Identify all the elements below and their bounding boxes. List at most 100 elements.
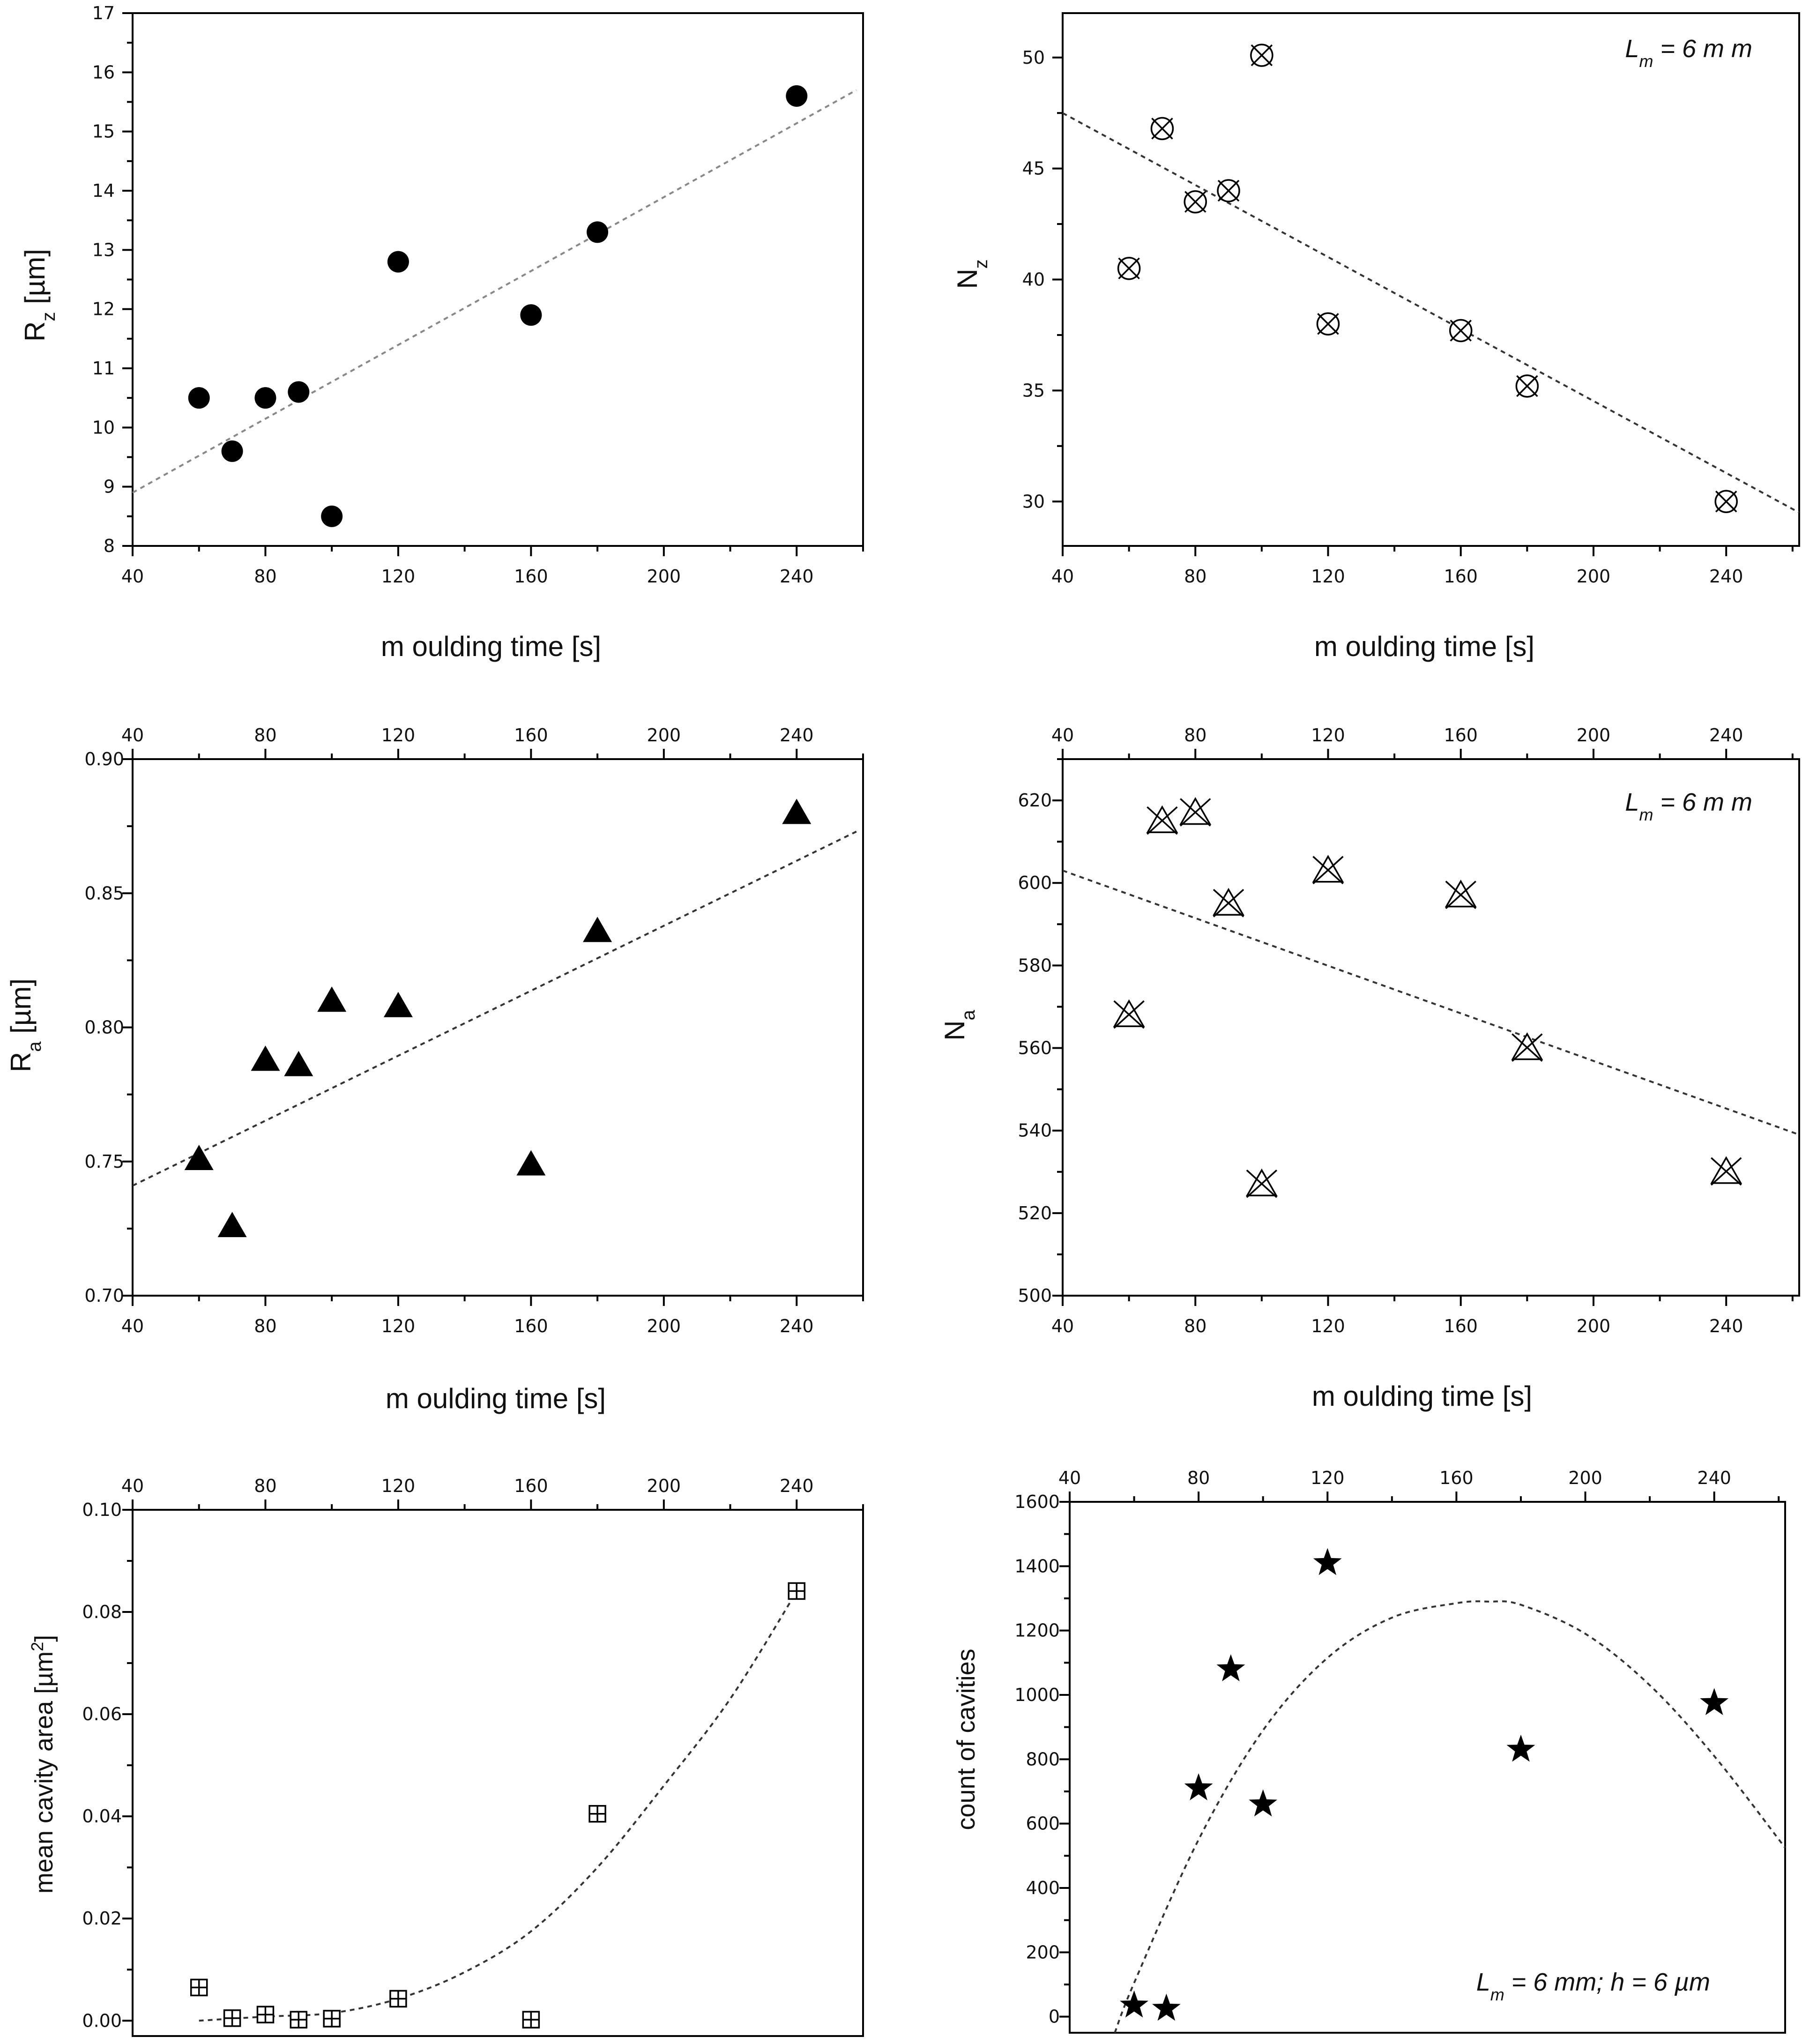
triangle-mark bbox=[516, 1150, 546, 1176]
na-x-tick-label: 240 bbox=[1709, 725, 1743, 746]
rz-y-tick-label: 16 bbox=[92, 62, 115, 82]
ra-data-point bbox=[217, 1212, 247, 1238]
rz-y-tick-label: 17 bbox=[92, 3, 115, 23]
cross-stroke bbox=[1312, 856, 1344, 885]
ra-x-tick-label: 120 bbox=[381, 725, 416, 746]
count-y-tick-label: 800 bbox=[1026, 1749, 1060, 1769]
rz-data-point bbox=[786, 85, 808, 107]
cross-stroke bbox=[1213, 888, 1244, 918]
rz-fit-line bbox=[132, 89, 857, 494]
count-y-tick-label: 400 bbox=[1026, 1878, 1060, 1898]
na-data-point bbox=[1511, 1032, 1543, 1062]
cross-stroke bbox=[1715, 491, 1737, 513]
na-data-point bbox=[1213, 888, 1245, 918]
area-data-point bbox=[223, 2009, 241, 2027]
rz-y-tick-label: 8 bbox=[104, 536, 115, 556]
ra-plot-frame bbox=[132, 758, 864, 1297]
circle-mark bbox=[520, 304, 542, 326]
na-y-tick-label: 560 bbox=[1018, 1038, 1052, 1059]
na-x-tick-label: 120 bbox=[1311, 1316, 1345, 1336]
count-y-tick-label: 600 bbox=[1026, 1813, 1060, 1834]
cross-stroke bbox=[1113, 1000, 1145, 1029]
panel-mean-cavity-area: mean cavity area [µm2] 40 80 120 160 200 240 0… bbox=[28, 1476, 864, 2037]
na-y-tick-label: 620 bbox=[1018, 790, 1052, 811]
na-data-point bbox=[1146, 805, 1178, 835]
panel-nz: m oulding time [s] Nz Lm = 6 m m 40 80 120… bbox=[952, 12, 1800, 662]
count-data-point bbox=[1152, 1993, 1181, 2021]
count-fit-line bbox=[1114, 1600, 1786, 2033]
cross-stroke bbox=[1180, 798, 1211, 827]
rz-data-point bbox=[387, 251, 409, 273]
nz-ylabel: Nz bbox=[952, 259, 991, 289]
panel-count-of-cavities: count of cavities Lm = 6 mm; h = 6 µm 40… bbox=[952, 1468, 1786, 2034]
nz-data-point bbox=[1184, 190, 1207, 214]
area-x-tick-label: 80 bbox=[254, 1476, 276, 1496]
count-data-point bbox=[1249, 1789, 1278, 1817]
ra-x-tick-label: 240 bbox=[780, 725, 814, 746]
area-y-tick-label: 0.10 bbox=[82, 1499, 122, 1520]
triangle-mark bbox=[583, 917, 612, 942]
ra-xlabel: m oulding time [s] bbox=[386, 1383, 606, 1414]
rz-y-tick-label: 14 bbox=[92, 180, 115, 201]
triangle-mark bbox=[317, 986, 347, 1012]
count-data-point bbox=[1506, 1734, 1535, 1762]
count-plot-frame bbox=[1069, 1501, 1786, 2034]
star-mark bbox=[1216, 1654, 1245, 1681]
nz-data-point bbox=[1250, 44, 1273, 67]
count-y-tick-label: 1000 bbox=[1014, 1685, 1060, 1705]
nz-annotation: Lm = 6 m m bbox=[1625, 35, 1752, 71]
triangle-mark bbox=[184, 1145, 214, 1171]
circle-mark bbox=[387, 251, 409, 273]
cross-stroke bbox=[1512, 1033, 1543, 1062]
ra-data-point bbox=[284, 1051, 313, 1076]
triangle-mark bbox=[251, 1045, 280, 1071]
triangle-mark bbox=[217, 1212, 247, 1238]
cross-stroke bbox=[1217, 179, 1240, 202]
star-mark bbox=[1700, 1688, 1729, 1716]
star-mark bbox=[1120, 1990, 1148, 2018]
na-x-tick-label: 200 bbox=[1577, 725, 1611, 746]
rz-x-tick-label: 80 bbox=[254, 566, 276, 587]
count-annotation: Lm = 6 mm; h = 6 µm bbox=[1476, 1968, 1710, 2004]
na-x-tick-label: 80 bbox=[1184, 1316, 1206, 1336]
area-y-tick-label: 0.06 bbox=[82, 1704, 122, 1724]
na-data-point bbox=[1179, 797, 1212, 827]
ra-x-tick-label: 40 bbox=[121, 725, 144, 746]
ra-x-tick-label: 80 bbox=[254, 1316, 276, 1336]
nz-data-point bbox=[1117, 257, 1141, 280]
rz-y-tick-label: 11 bbox=[92, 358, 115, 379]
count-x-tick-label: 120 bbox=[1311, 1468, 1345, 1488]
nz-y-tick-label: 30 bbox=[1022, 491, 1045, 512]
area-data-point bbox=[290, 2011, 308, 2029]
cross-stroke bbox=[1711, 1157, 1742, 1186]
nz-y-tick-label: 35 bbox=[1022, 380, 1045, 401]
nz-plot-frame bbox=[1062, 12, 1800, 547]
count-data-point bbox=[1216, 1654, 1245, 1681]
na-x-tick-label: 160 bbox=[1444, 1316, 1478, 1336]
count-data-point bbox=[1313, 1548, 1342, 1575]
count-y-tick-label: 1400 bbox=[1014, 1556, 1060, 1576]
area-data-point bbox=[788, 1582, 806, 1600]
area-data-point bbox=[588, 1805, 606, 1823]
circle-mark bbox=[587, 221, 609, 243]
rz-ylabel: Rz [µm] bbox=[19, 249, 59, 342]
nz-data-point bbox=[1714, 490, 1738, 513]
rz-y-tick-label: 12 bbox=[92, 299, 115, 320]
rz-x-tick-label: 120 bbox=[381, 566, 416, 587]
area-ylabel: mean cavity area [µm2] bbox=[28, 1635, 59, 1894]
panel-rz: m oulding time [s] Rz [µm] 40 80 120 160 200… bbox=[19, 3, 864, 662]
nz-y-tick-label: 40 bbox=[1022, 269, 1045, 290]
triangle-mark bbox=[284, 1051, 313, 1076]
area-fit-line bbox=[199, 1591, 798, 2022]
na-xlabel: m oulding time [s] bbox=[1312, 1380, 1532, 1412]
cross-stroke bbox=[1445, 880, 1476, 909]
cross-stroke bbox=[1450, 320, 1472, 342]
ra-y-tick-label: 0.70 bbox=[84, 1285, 124, 1306]
ra-y-tick-label: 0.85 bbox=[84, 883, 124, 903]
na-data-point bbox=[1245, 1168, 1278, 1198]
rz-data-point bbox=[288, 381, 310, 403]
ra-y-tick-label: 0.80 bbox=[84, 1017, 124, 1038]
rz-data-point bbox=[520, 304, 542, 326]
rz-x-tick-label: 40 bbox=[121, 566, 144, 587]
